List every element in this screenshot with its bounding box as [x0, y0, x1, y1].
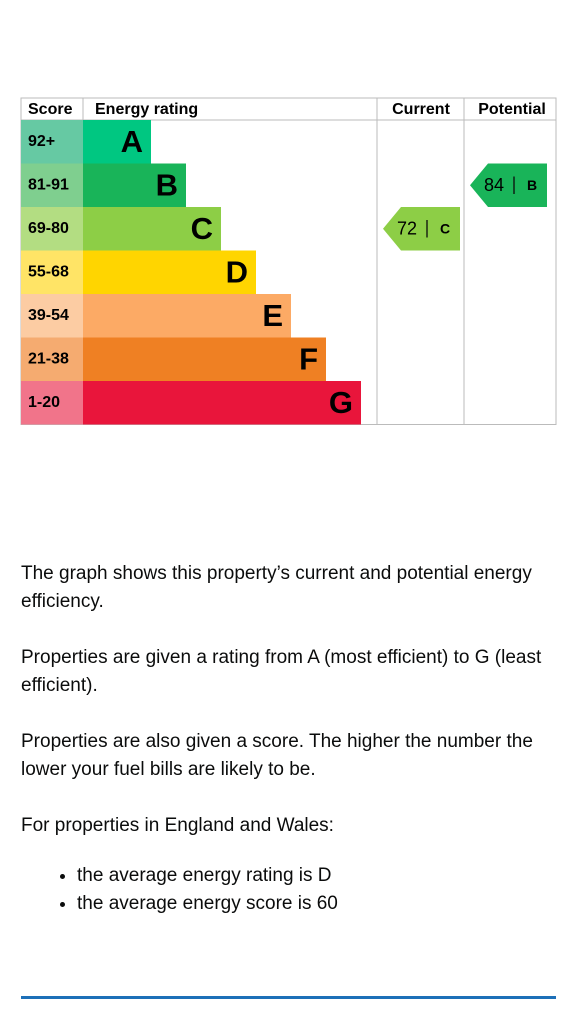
- rating-bar: [83, 337, 326, 381]
- score-label: 39-54: [28, 307, 69, 324]
- bullet: the average energy score is 60: [77, 890, 546, 918]
- band-letter: B: [527, 177, 537, 193]
- paragraph: The graph shows this property’s current …: [21, 563, 532, 612]
- score-cell: [21, 294, 83, 338]
- header-cell: Score: [28, 101, 73, 118]
- description: The graph shows this property’s current …: [21, 560, 546, 918]
- rating-arrow: [383, 207, 460, 251]
- potential-indicator: 84 B: [470, 163, 547, 207]
- epc-chart: Score Energy rating Current Potential 92+ A 81…: [20, 97, 557, 425]
- rating-bar: [83, 381, 361, 425]
- rating-bar: [83, 163, 186, 207]
- score-label: 81-91: [28, 176, 69, 193]
- rating-letter: G: [329, 385, 353, 420]
- rating-letter: C: [191, 211, 213, 246]
- score-value: 84: [484, 175, 504, 195]
- score-value: 72: [397, 219, 417, 239]
- rating-bar: [83, 207, 221, 251]
- header-cell: Potential: [478, 101, 546, 118]
- rating-letter: D: [226, 254, 248, 289]
- score-cell: [21, 120, 83, 164]
- rating-letter: B: [156, 167, 178, 202]
- header-cell: Current: [392, 101, 450, 118]
- bullet: the average energy rating is D: [77, 862, 546, 890]
- rating-bar: [83, 250, 256, 294]
- score-label: 69-80: [28, 220, 69, 237]
- rating-letter: E: [262, 298, 283, 333]
- score-cell: [21, 207, 83, 251]
- rating-arrow: [470, 163, 547, 207]
- rating-bar: [83, 120, 151, 164]
- paragraph: For properties in England and Wales:: [21, 815, 334, 836]
- band-letter: C: [440, 220, 450, 236]
- score-label: 1-20: [28, 394, 60, 411]
- bullet-list: the average energy rating is Dthe averag…: [21, 862, 546, 918]
- rating-letter: F: [299, 341, 318, 376]
- paragraph: Properties are given a rating from A (mo…: [21, 647, 542, 696]
- rating-bar: [83, 294, 291, 338]
- score-cell: [21, 250, 83, 294]
- rating-letter: A: [121, 124, 143, 159]
- header-cell: Energy rating: [95, 101, 198, 118]
- score-label: 55-68: [28, 263, 69, 280]
- current-indicator: 72 C: [383, 207, 460, 251]
- score-label: 92+: [28, 133, 55, 150]
- paragraph: Properties are also given a score. The h…: [21, 731, 533, 780]
- score-label: 21-38: [28, 350, 69, 367]
- score-cell: [21, 337, 83, 381]
- divider: [21, 996, 556, 999]
- score-cell: [21, 163, 83, 207]
- score-cell: [21, 381, 83, 425]
